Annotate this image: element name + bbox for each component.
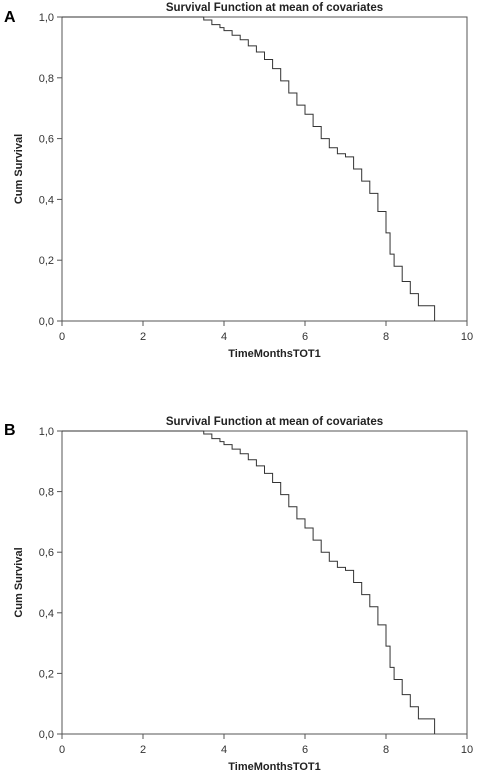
x-axis-label: TimeMonthsTOT1: [228, 348, 321, 360]
chart-title: Survival Function at mean of covariates: [166, 2, 383, 14]
y-axis-label: Cum Survival: [13, 547, 25, 617]
y-tick-label: 1,0: [39, 426, 54, 438]
plot-frame: [61, 430, 468, 735]
x-tick-label: 4: [221, 744, 227, 756]
x-tick-label: 2: [140, 331, 146, 343]
plot-frame: [61, 16, 468, 322]
survival-curve-b: [62, 430, 436, 734]
y-tick-label: 0,2: [39, 668, 54, 680]
y-tick-label: 0,6: [39, 547, 54, 559]
survival-curve-a: [62, 16, 436, 321]
y-axis-label: Cum Survival: [13, 134, 25, 204]
y-tick-label: 0,6: [39, 134, 54, 146]
chart-title: Survival Function at mean of covariates: [166, 416, 383, 428]
y-tick-label: 0,0: [39, 316, 54, 328]
y-tick-label: 0,8: [39, 73, 54, 85]
x-tick-label: 6: [302, 331, 308, 343]
x-tick-label: 0: [59, 744, 65, 756]
y-tick-label: 0,0: [39, 729, 54, 741]
x-tick-label: 6: [302, 744, 308, 756]
y-tick-label: 0,4: [39, 194, 54, 206]
x-tick-label: 8: [383, 331, 389, 343]
y-tick-label: 0,4: [39, 608, 54, 620]
x-tick-label: 8: [383, 744, 389, 756]
x-tick-label: 10: [461, 331, 473, 343]
y-tick-label: 0,2: [39, 255, 54, 267]
x-tick-label: 4: [221, 331, 227, 343]
x-tick-label: 2: [140, 744, 146, 756]
panel-label-a: A: [4, 9, 16, 26]
x-tick-label: 0: [59, 331, 65, 343]
panel-label-b: B: [4, 422, 16, 439]
y-tick-label: 0,8: [39, 487, 54, 499]
y-tick-label: 1,0: [39, 12, 54, 24]
x-tick-label: 10: [461, 744, 473, 756]
x-axis-label: TimeMonthsTOT1: [228, 761, 321, 773]
